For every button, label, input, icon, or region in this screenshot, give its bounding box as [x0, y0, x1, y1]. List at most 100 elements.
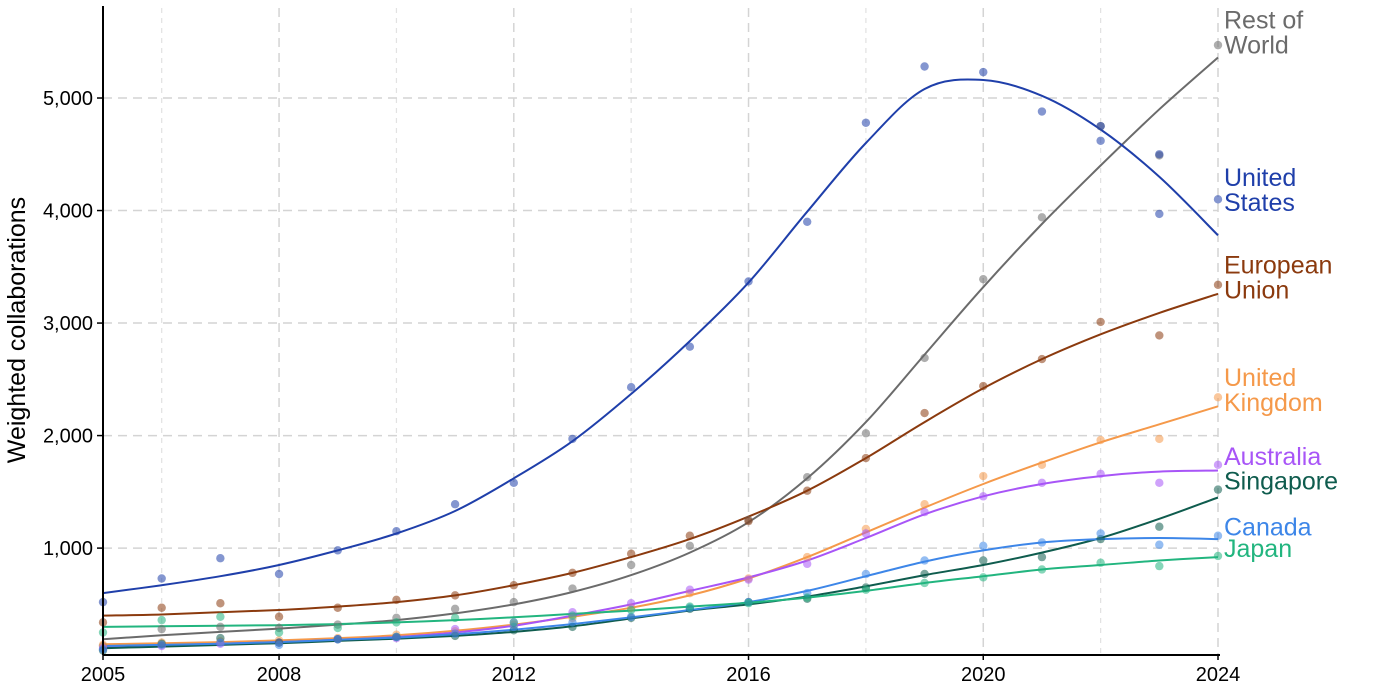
trend-line-australia [102, 469, 1219, 649]
point-australia-2017 [803, 559, 812, 569]
point-japan-2020 [979, 573, 988, 582]
series-label-line: European [1224, 252, 1332, 280]
point-japan-2015 [685, 602, 695, 611]
point-european-union-2017 [803, 486, 812, 495]
point-singapore-2023 [1155, 522, 1164, 531]
trend-line-united-states [102, 78, 1219, 595]
point-japan-2016 [744, 599, 753, 608]
point-rest-of-world-2019 [920, 353, 929, 363]
axes [97, 6, 1220, 660]
point-rest-of-world-2014 [626, 560, 636, 570]
point-european-union-2022 [1096, 317, 1105, 327]
point-australia-2022 [1096, 469, 1105, 479]
data-points [98, 40, 1223, 655]
point-japan-2012 [509, 618, 518, 627]
point-european-union-2008 [274, 612, 284, 621]
x-tick-label-2012: 2012 [492, 664, 537, 686]
point-united-states-2008 [274, 569, 284, 579]
point-european-union-2006 [157, 603, 166, 612]
point-canada-2010 [392, 632, 401, 642]
point-rest-of-world-2017 [803, 473, 812, 482]
trend-lines [102, 56, 1219, 650]
point-rest-of-world-2011 [450, 604, 460, 614]
point-united-states-2016 [744, 277, 753, 286]
point-canada-2007 [216, 638, 225, 647]
series-label-line: Singapore [1224, 468, 1338, 496]
point-european-union-2007 [216, 599, 225, 608]
point-japan-2024 [1213, 551, 1223, 561]
point-united-states-2022 [1096, 121, 1105, 131]
point-united-states-2023 [1155, 209, 1164, 219]
point-rest-of-world-2024 [1213, 40, 1223, 50]
point-japan-2022 [1096, 558, 1105, 567]
series-label-line: Rest of [1224, 6, 1303, 34]
point-european-union-2018 [861, 453, 871, 463]
point-japan-2013 [568, 611, 577, 620]
trend-line-japan [102, 556, 1219, 628]
point-japan-2014 [626, 605, 636, 615]
point-australia-2019 [920, 507, 929, 517]
series-label-line: World [1224, 31, 1289, 59]
point-united-kingdom-2021 [1037, 460, 1047, 470]
point-united-states-2010 [392, 527, 401, 536]
point-singapore-2019 [920, 569, 929, 579]
point-rest-of-world-2018 [861, 429, 871, 438]
point-united-states-2015 [685, 342, 695, 351]
point-united-states-2006 [157, 574, 166, 583]
point-rest-of-world-2012 [509, 597, 518, 607]
point-united-kingdom-2019 [920, 500, 929, 509]
point-united-states-2018 [861, 118, 871, 127]
series-label-united-kingdom: United Kingdom [1224, 364, 1323, 417]
series-label-line: States [1224, 189, 1295, 217]
point-united-states-2007 [216, 554, 225, 563]
point-singapore-2021 [1037, 552, 1047, 562]
point-united-states-2021 [1037, 107, 1047, 116]
point-japan-2008 [274, 628, 284, 637]
point-united-kingdom-2017 [803, 552, 812, 562]
x-tick-label-2005: 2005 [81, 664, 126, 686]
point-canada-2019 [920, 556, 929, 565]
series-label-line: Union [1224, 277, 1289, 305]
point-canada-2018 [861, 569, 871, 579]
point-united-kingdom-2022 [1096, 435, 1105, 445]
point-canada-2014 [626, 612, 636, 621]
point-japan-2023 [1155, 561, 1164, 571]
point-european-union-2013 [568, 568, 577, 578]
series-label-japan: Japan [1224, 535, 1292, 563]
trend-line-rest-of-world [102, 56, 1219, 641]
point-australia-2024 [1213, 460, 1223, 470]
point-united-states-2023 [1155, 150, 1164, 159]
point-japan-2010 [392, 618, 401, 627]
point-united-states-2019 [920, 62, 929, 71]
point-united-states-2020 [979, 67, 988, 77]
series-label-canada: Canada [1224, 514, 1312, 542]
x-tick-label-2020: 2020 [961, 664, 1006, 686]
point-rest-of-world-2015 [685, 541, 695, 551]
point-united-states-2014 [626, 382, 636, 392]
series-label-line: Japan [1224, 535, 1292, 563]
point-australia-2023 [1155, 478, 1164, 488]
point-japan-2021 [1037, 565, 1047, 574]
point-japan-2018 [861, 585, 871, 594]
y-tick-label-5000: 5,000 [43, 88, 93, 110]
y-tick-label-2000: 2,000 [43, 426, 93, 448]
point-european-union-2024 [1213, 280, 1223, 290]
point-united-states-2024 [1213, 195, 1223, 204]
point-european-union-2016 [744, 516, 753, 526]
point-canada-2006 [157, 640, 166, 650]
point-australia-2021 [1037, 478, 1047, 488]
point-singapore-2020 [979, 556, 988, 565]
point-european-union-2015 [685, 531, 695, 540]
y-axis-title: Weighted collaborations [3, 197, 31, 463]
point-european-union-2019 [920, 408, 929, 418]
point-australia-2015 [685, 585, 695, 594]
point-canada-2021 [1037, 538, 1047, 547]
series-label-line: Kingdom [1224, 389, 1323, 417]
point-canada-2024 [1213, 531, 1223, 540]
point-australia-2020 [979, 492, 988, 501]
y-tick-label-3000: 3,000 [43, 313, 93, 335]
series-label-rest-of-world: Rest of World [1224, 6, 1303, 59]
point-singapore-2024 [1213, 485, 1223, 494]
